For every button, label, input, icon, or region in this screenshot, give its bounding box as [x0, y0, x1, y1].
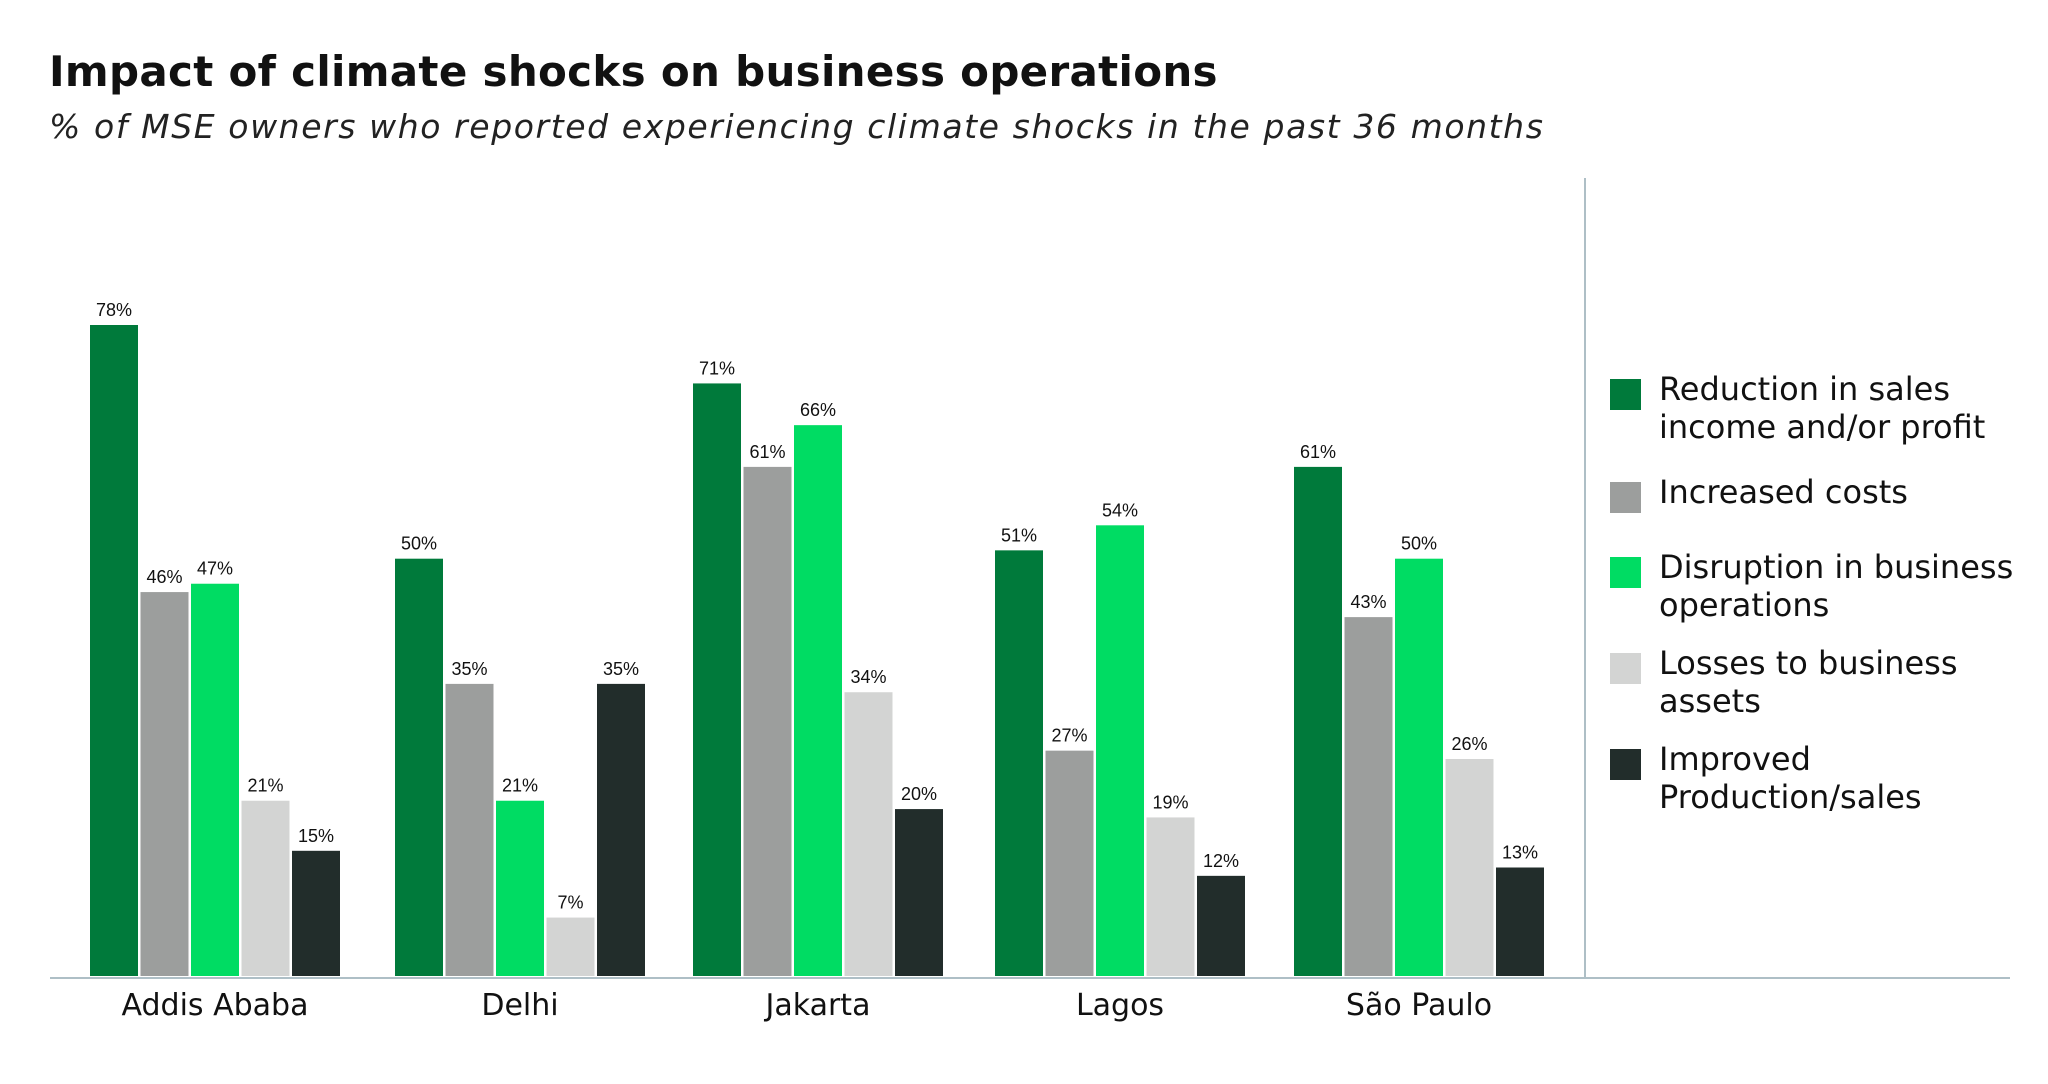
x-tick-label-4: São Paulo: [1346, 988, 1492, 1023]
legend-label-0: Reduction in sales income and/or profit: [1659, 370, 1986, 446]
bar-0-2: [191, 583, 239, 976]
bar-3-1: [1045, 750, 1094, 976]
legend-swatch-0: [1610, 379, 1641, 410]
value-label-4-1: 43%: [1350, 592, 1386, 612]
value-label-0-2: 47%: [197, 559, 233, 579]
value-label-2-2: 66%: [800, 400, 836, 420]
value-label-4-2: 50%: [1401, 534, 1437, 554]
bar-3-2: [1096, 525, 1144, 976]
bar-4-2: [1395, 558, 1443, 976]
value-label-3-0: 51%: [1001, 525, 1037, 545]
x-tick-label-0: Addis Ababa: [122, 988, 309, 1023]
legend-label-3: Losses to business assets: [1659, 644, 1958, 720]
legend-label-1: Increased costs: [1659, 473, 1908, 511]
bar-2-2: [794, 425, 842, 977]
legend-item-0: Reduction in sales income and/or profit: [1610, 370, 2039, 446]
legend-item-4: Improved Production/sales: [1610, 740, 2039, 816]
bar-1-0: [395, 558, 443, 976]
value-label-0-0: 78%: [96, 300, 132, 320]
value-label-2-1: 61%: [749, 442, 785, 462]
value-label-1-4: 35%: [603, 659, 639, 679]
bar-3-4: [1197, 875, 1245, 976]
value-label-4-4: 13%: [1502, 843, 1538, 863]
x-tick-label-2: Jakarta: [764, 988, 871, 1023]
bar-3-3: [1146, 817, 1195, 976]
bar-4-0: [1294, 466, 1342, 976]
chart-title: Impact of climate shocks on business ope…: [49, 47, 1218, 96]
legend-swatch-3: [1610, 653, 1641, 684]
x-tick-label-3: Lagos: [1076, 988, 1164, 1023]
bar-0-1: [140, 592, 189, 976]
value-label-3-4: 12%: [1203, 851, 1239, 871]
value-label-3-3: 19%: [1152, 792, 1188, 812]
bar-4-1: [1344, 617, 1393, 976]
bar-2-3: [844, 692, 893, 976]
value-label-1-1: 35%: [451, 659, 487, 679]
legend-item-1: Increased costs: [1610, 473, 2039, 513]
value-label-3-1: 27%: [1051, 726, 1087, 746]
value-label-0-4: 15%: [298, 826, 334, 846]
bars-group: [90, 325, 1544, 977]
value-labels-group: 78% 46% 47% 21% 15% 50% 35% 21% 7% 35% 71% 61% 66% 34…: [96, 300, 1538, 913]
value-label-4-0: 61%: [1300, 442, 1336, 462]
bar-1-2: [496, 800, 544, 976]
bar-0-4: [292, 850, 340, 976]
value-label-2-3: 34%: [850, 667, 886, 687]
value-label-2-4: 20%: [901, 784, 937, 804]
x-tick-label-1: Delhi: [481, 988, 558, 1023]
bar-0-0: [90, 325, 138, 976]
value-label-1-2: 21%: [502, 776, 538, 796]
x-axis-ticks: Addis Ababa Delhi Jakarta Lagos São Paulo: [122, 988, 1493, 1023]
value-label-1-3: 7%: [557, 893, 583, 913]
chart-subtitle: % of MSE owners who reported experiencin…: [49, 107, 1545, 146]
bar-2-4: [895, 809, 943, 976]
bar-3-0: [995, 550, 1043, 976]
legend-swatch-2: [1610, 557, 1641, 588]
bar-1-1: [445, 683, 494, 976]
value-label-2-0: 71%: [699, 358, 735, 378]
bar-4-3: [1445, 759, 1494, 976]
legend-label-4: Improved Production/sales: [1659, 740, 1922, 816]
legend-label-2: Disruption in business operations: [1659, 548, 2014, 624]
legend-item-2: Disruption in business operations: [1610, 548, 2039, 624]
bar-0-3: [241, 800, 290, 976]
bar-2-1: [743, 466, 792, 976]
value-label-1-0: 50%: [401, 534, 437, 554]
bar-1-3: [546, 917, 595, 976]
value-label-0-3: 21%: [247, 776, 283, 796]
value-label-4-3: 26%: [1451, 734, 1487, 754]
bar-2-0: [693, 383, 741, 976]
bar-4-4: [1496, 867, 1544, 976]
value-label-3-2: 54%: [1102, 500, 1138, 520]
bar-1-4: [597, 683, 645, 976]
legend-swatch-1: [1610, 482, 1641, 513]
legend-swatch-4: [1610, 749, 1641, 780]
legend-item-3: Losses to business assets: [1610, 644, 2039, 720]
value-label-0-1: 46%: [146, 567, 182, 587]
